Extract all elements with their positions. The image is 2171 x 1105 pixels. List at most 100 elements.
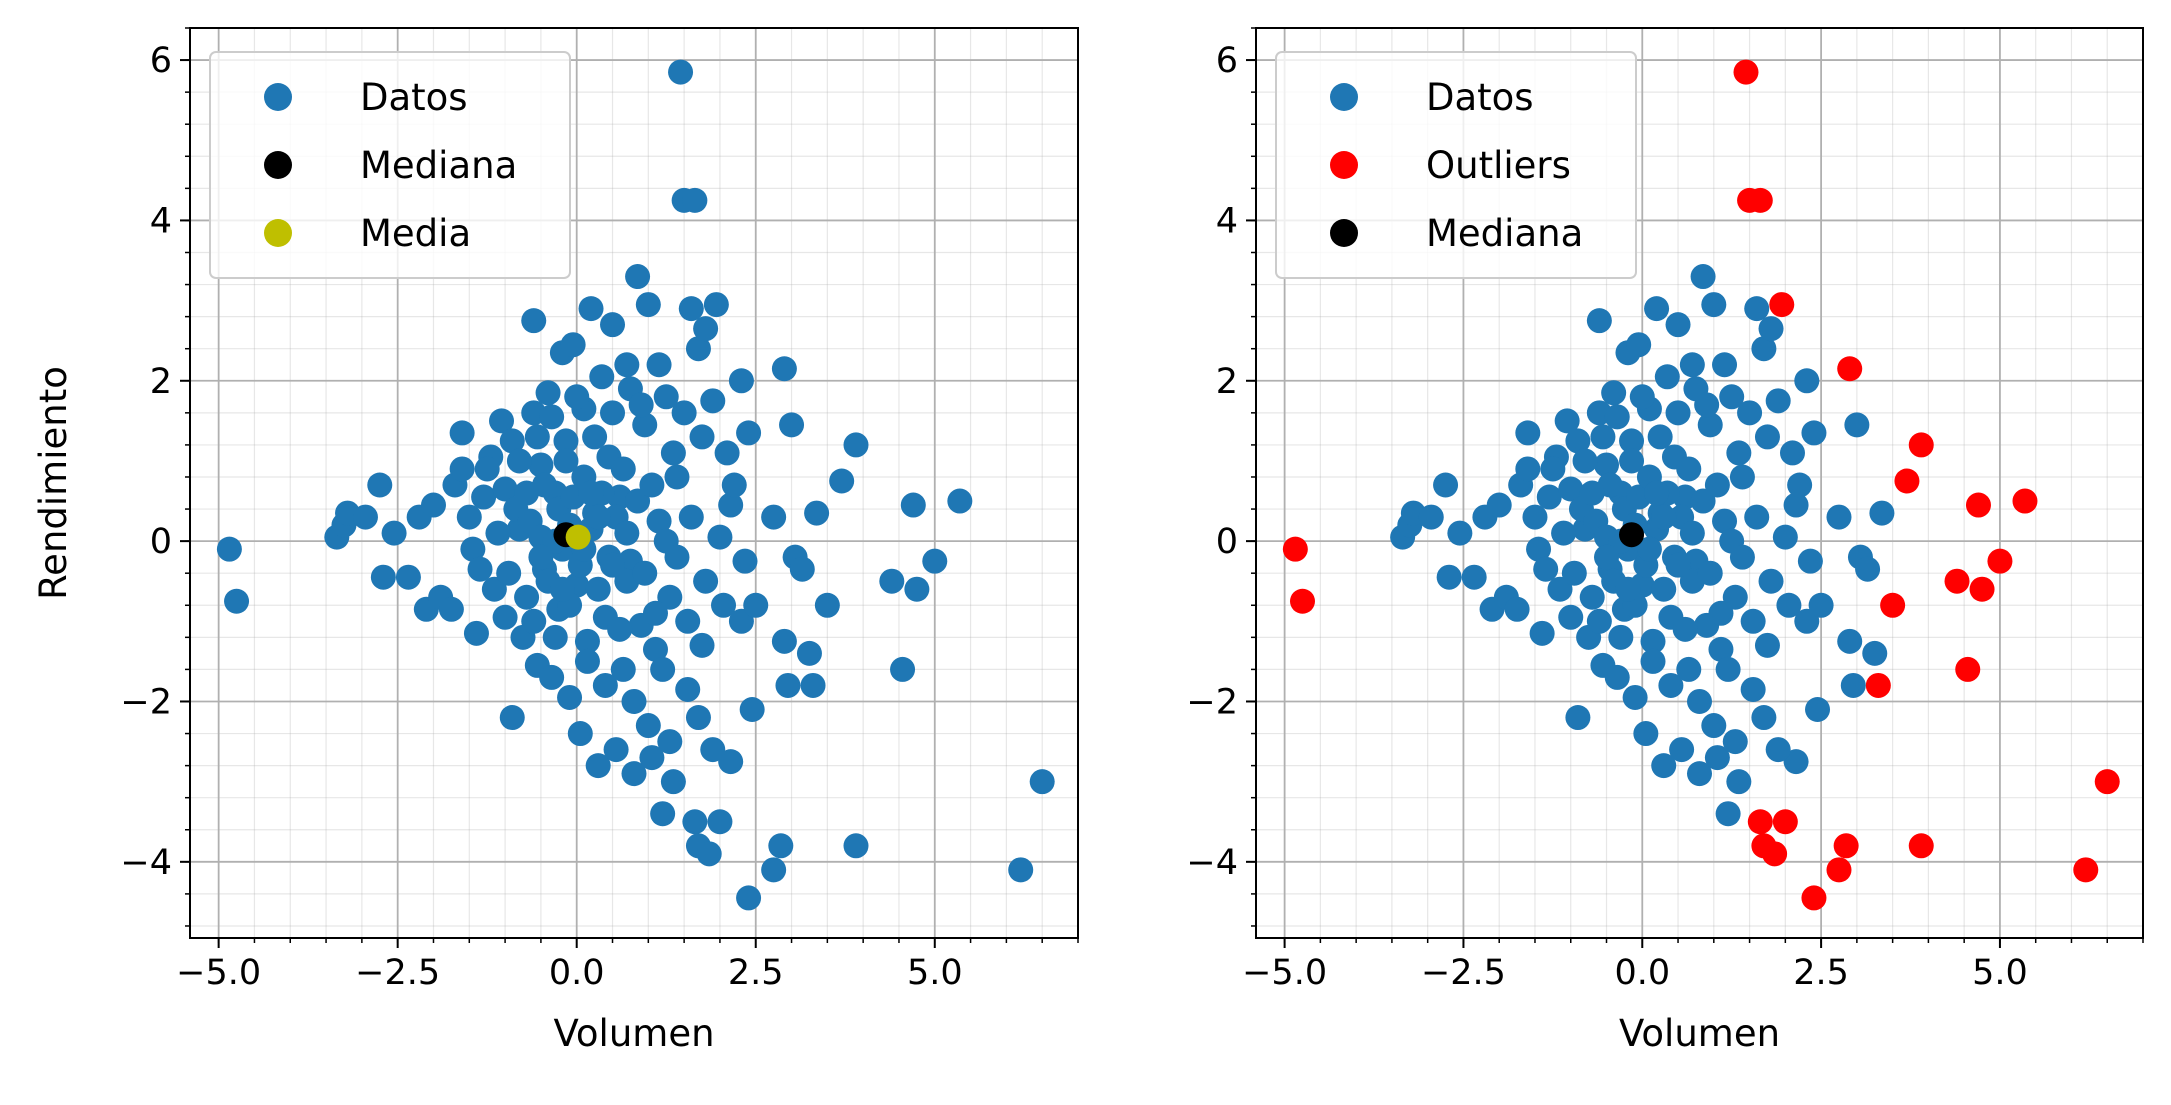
x-tick-label: −2.5 bbox=[1421, 953, 1506, 993]
legend-label-media: Media bbox=[360, 212, 471, 255]
data-point bbox=[539, 664, 565, 690]
data-point bbox=[775, 672, 801, 698]
data-point bbox=[1765, 737, 1791, 763]
data-point bbox=[1754, 632, 1780, 658]
data-point bbox=[650, 801, 676, 827]
data-point bbox=[1797, 548, 1823, 574]
data-point bbox=[564, 384, 590, 410]
data-point bbox=[1522, 504, 1548, 530]
data-point bbox=[1289, 588, 1315, 614]
data-point bbox=[1461, 564, 1487, 590]
data-point bbox=[1808, 592, 1834, 618]
data-point bbox=[1837, 356, 1863, 382]
data-point bbox=[1844, 412, 1870, 438]
data-point bbox=[489, 408, 515, 434]
data-point bbox=[524, 424, 550, 450]
data-point bbox=[664, 544, 690, 570]
data-point bbox=[474, 456, 500, 482]
data-point bbox=[1565, 705, 1591, 731]
data-point bbox=[1665, 400, 1691, 426]
data-point bbox=[1679, 352, 1705, 378]
data-point bbox=[771, 628, 797, 654]
data-point bbox=[492, 476, 518, 502]
data-point bbox=[668, 59, 694, 85]
x-axis-label: Volumen bbox=[1619, 1012, 1780, 1055]
data-point bbox=[922, 548, 948, 574]
data-point bbox=[700, 737, 726, 763]
data-point bbox=[814, 592, 840, 618]
data-point bbox=[567, 721, 593, 747]
data-point bbox=[1908, 432, 1934, 458]
data-point bbox=[1772, 809, 1798, 835]
data-point bbox=[682, 187, 708, 213]
data-point bbox=[1712, 508, 1738, 534]
data-point bbox=[718, 749, 744, 775]
legend-box bbox=[209, 51, 571, 279]
data-point bbox=[1801, 885, 1827, 911]
data-point bbox=[1697, 412, 1723, 438]
x-tick-label: 2.5 bbox=[1793, 953, 1849, 993]
data-point bbox=[1880, 592, 1906, 618]
data-point bbox=[1794, 368, 1820, 394]
data-point bbox=[420, 492, 446, 518]
data-point bbox=[900, 492, 926, 518]
data-point bbox=[1672, 616, 1698, 642]
data-point bbox=[1604, 404, 1630, 430]
data-point bbox=[1526, 536, 1552, 562]
data-point bbox=[603, 737, 629, 763]
data-point bbox=[1837, 628, 1863, 654]
y-tick-label: 0 bbox=[150, 522, 172, 562]
data-point bbox=[1547, 576, 1573, 602]
data-point bbox=[1690, 264, 1716, 290]
data-point bbox=[1794, 608, 1820, 634]
data-point bbox=[1894, 468, 1920, 494]
legend-label-outliers: Outliers bbox=[1426, 144, 1571, 187]
data-point bbox=[528, 452, 554, 478]
data-point bbox=[1744, 504, 1770, 530]
y-tick-label: −2 bbox=[120, 682, 172, 722]
data-point bbox=[352, 504, 378, 530]
data-point bbox=[796, 640, 822, 666]
data-point bbox=[1676, 456, 1702, 482]
data-point bbox=[1687, 688, 1712, 714]
data-point bbox=[1651, 576, 1677, 602]
x-tick-label: 2.5 bbox=[728, 953, 784, 993]
data-point bbox=[660, 769, 686, 795]
data-point bbox=[1626, 332, 1652, 358]
data-point bbox=[1433, 472, 1459, 498]
data-point bbox=[1987, 548, 2013, 574]
data-point bbox=[1704, 745, 1730, 771]
data-point bbox=[535, 380, 561, 406]
series-outliers bbox=[1282, 59, 2120, 911]
data-point bbox=[1640, 628, 1666, 654]
data-point bbox=[682, 809, 708, 835]
data-point bbox=[1665, 312, 1691, 338]
data-point bbox=[1722, 584, 1748, 610]
x-tick-label: 5.0 bbox=[1972, 953, 2028, 993]
data-point bbox=[1529, 620, 1555, 646]
data-point bbox=[1765, 388, 1791, 414]
data-point bbox=[521, 608, 547, 634]
data-point bbox=[1601, 380, 1627, 406]
data-point bbox=[1840, 672, 1866, 698]
data-point bbox=[1665, 552, 1691, 578]
y-tick-label: 2 bbox=[1216, 362, 1238, 402]
data-point bbox=[1712, 352, 1738, 378]
data-point bbox=[585, 576, 611, 602]
data-point bbox=[739, 696, 765, 722]
data-point bbox=[890, 656, 916, 682]
data-point bbox=[600, 312, 626, 338]
data-point bbox=[1558, 476, 1584, 502]
series-media bbox=[565, 524, 591, 550]
data-point bbox=[1594, 544, 1620, 570]
data-point bbox=[671, 400, 697, 426]
data-point bbox=[395, 564, 421, 590]
legend-box bbox=[1275, 51, 1637, 279]
data-point bbox=[621, 761, 647, 787]
data-point bbox=[707, 524, 733, 550]
data-point bbox=[1762, 841, 1788, 867]
data-point bbox=[625, 264, 651, 290]
data-point bbox=[728, 368, 754, 394]
data-point bbox=[1701, 713, 1727, 739]
data-point bbox=[467, 556, 493, 582]
